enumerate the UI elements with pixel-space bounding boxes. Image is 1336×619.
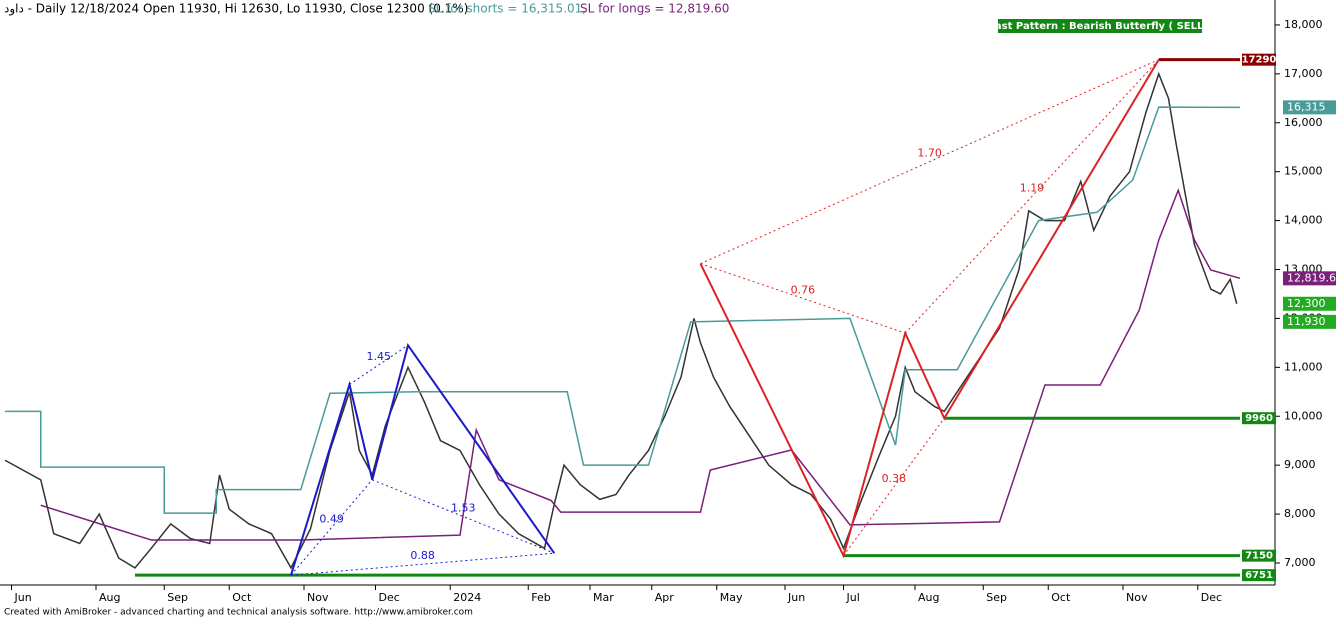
value-box-label: 11,930 [1287, 315, 1326, 328]
y-tick-label: 11,000 [1284, 360, 1323, 373]
footer: Created with AmiBroker - advanced charti… [4, 608, 473, 618]
x-tick-label: May [720, 591, 743, 604]
series-line [5, 106, 1241, 514]
y-tick-label: 17,000 [1284, 67, 1323, 80]
value-box [1283, 314, 1336, 329]
x-tick-label: Aug [99, 591, 120, 604]
x-tick-label: Oct [232, 591, 252, 604]
x-tick-label: Aug [918, 591, 939, 604]
level-box [1242, 53, 1276, 66]
x-tick-label: Oct [1051, 591, 1071, 604]
x-tick-label: Sep [167, 591, 188, 604]
x-tick-label: Apr [655, 591, 675, 604]
ratio-line [290, 479, 373, 576]
y-tick-label: 9,000 [1284, 458, 1316, 471]
y-tick-label: 7,000 [1284, 556, 1316, 569]
pattern-line [699, 59, 1160, 559]
value-box [1283, 296, 1336, 311]
ratio-label: 0.88 [410, 549, 435, 562]
banner: Last Pattern : Bearish Butterfly ( SELL … [989, 21, 1212, 32]
ratio-line [349, 344, 409, 385]
x-tick-label: Dec [1201, 591, 1222, 604]
x-tick-label: Mar [593, 591, 614, 604]
header-sl-shorts: SL for shorts = 16,315.01, [428, 2, 586, 16]
ratio-line [904, 59, 1160, 334]
ratio-label: 1.19 [1020, 181, 1045, 194]
value-box-label: 12,819.6 [1287, 271, 1336, 284]
value-box [1283, 271, 1336, 286]
ratio-label: 1.53 [451, 502, 476, 515]
x-tick-label: Jun [787, 591, 805, 604]
y-tick-label: 16,000 [1284, 116, 1323, 129]
series-line [4, 71, 1238, 570]
value-box-label: 16,315 [1287, 100, 1326, 113]
ratio-label: 1.45 [367, 350, 392, 363]
level-label: 6751 [1245, 570, 1273, 581]
ratio-label: 0.76 [791, 283, 816, 296]
ratio-line [290, 552, 555, 576]
ratio-label: 0.38 [882, 472, 907, 485]
x-tick-label: Dec [379, 591, 400, 604]
ratio-line [843, 417, 945, 556]
y-tick-label: 18,000 [1284, 18, 1323, 31]
value-box-label: 12,300 [1287, 297, 1326, 310]
x-tick-label: Nov [307, 591, 329, 604]
banner-box [998, 19, 1202, 33]
y-tick-label: 10,000 [1284, 409, 1323, 422]
header-info: داود - Daily 12/18/2024 Open 11930, Hi 1… [4, 2, 468, 17]
header-sl-longs: SL for longs = 12,819.60 [580, 2, 729, 16]
level-box [1242, 412, 1276, 425]
x-tick-label: Sep [986, 591, 1007, 604]
level-label: 17290 [1242, 55, 1277, 66]
level-label: 9960 [1245, 413, 1273, 424]
x-tick-label: Nov [1126, 591, 1148, 604]
level-box [1242, 549, 1276, 562]
value-box [1283, 100, 1336, 115]
x-tick-label: Jul [846, 591, 860, 604]
level-box [1242, 569, 1276, 582]
x-tick-label: Jun [14, 591, 32, 604]
ratio-line [700, 59, 1159, 265]
ratio-label: 1.70 [917, 147, 942, 160]
level-label: 7150 [1245, 551, 1273, 562]
y-tick-label: 14,000 [1284, 214, 1323, 227]
y-tick-label: 8,000 [1284, 507, 1316, 520]
ratio-line [700, 263, 906, 334]
ratio-label: 0.49 [319, 513, 344, 526]
x-tick-label: Feb [531, 591, 550, 604]
x-tick-label: 2024 [453, 591, 481, 604]
y-tick-label: 15,000 [1284, 165, 1323, 178]
